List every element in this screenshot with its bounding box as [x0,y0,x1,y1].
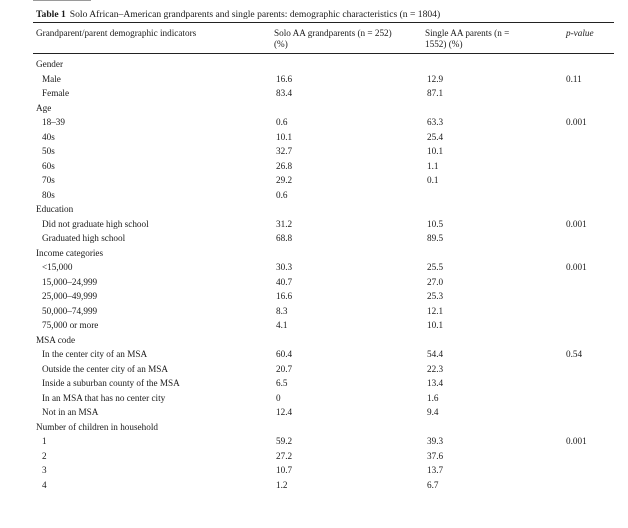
parent-value: 0.1 [427,175,439,185]
table-top-rule [33,22,614,23]
grandparent-value: 0.6 [276,117,288,127]
row-label: Did not graduate high school [42,218,149,229]
row-label: Female [42,88,70,98]
grandparent-value: 4.1 [276,320,288,330]
row-label: 40s [42,131,55,142]
row-label: Outside the center city of an MSA [42,363,169,374]
parent-value: 22.3 [427,363,444,374]
row-label: 75,000 or more [42,320,99,330]
parent-value: 1.6 [427,392,439,403]
grandparent-value: 0.6 [276,189,288,200]
parent-value: 37.6 [427,450,444,461]
row-label: Inside a suburban county of the MSA [42,378,180,388]
parent-value: 9.4 [427,407,439,417]
parent-value: 13.4 [427,378,444,388]
p-value: 0.001 [566,218,587,229]
column-header-p-value: p-value [566,28,594,38]
grandparent-value: 6.5 [276,378,288,388]
parent-value: 25.4 [427,131,444,142]
row-label: 15,000–24,999 [42,276,98,287]
grandparent-value: 30.3 [276,262,293,272]
p-value: 0.54 [566,349,583,359]
grandparent-value: 16.6 [276,291,293,301]
row-label: 3 [42,465,47,475]
p-value: 0.001 [566,262,587,272]
row-label: 4 [42,479,47,490]
grandparent-value: 1.2 [276,479,288,490]
parent-value: 10.1 [427,146,444,156]
grandparent-value: 27.2 [276,450,293,461]
category-label: Number of children in household [36,421,158,432]
grandparent-value: 10.7 [276,465,293,475]
column-header-grandparents: Solo AA grandparents (n = 252) (%) [274,28,392,49]
row-label: 80s [42,189,55,200]
parent-value: 89.5 [427,233,444,243]
grandparent-value: 26.8 [276,160,293,171]
table-caption: Table 1 Solo African–American grandparent… [36,9,440,20]
parent-value: 10.5 [427,218,444,229]
category-label: Age [36,102,52,113]
grandparent-value: 31.2 [276,218,293,229]
row-label: 1 [42,436,47,446]
parent-value: 87.1 [427,88,444,98]
row-label: In the center city of an MSA [42,349,148,359]
parent-value: 25.3 [427,291,444,301]
parent-value: 25.5 [427,262,444,272]
row-label: 2 [42,450,47,461]
parent-value: 63.3 [427,117,444,127]
row-label: 18–39 [42,117,65,127]
p-value: 0.001 [566,117,587,127]
row-label: <15,000 [42,262,73,272]
row-label: Not in an MSA [42,407,99,417]
row-label: Male [42,73,61,84]
table-title: Solo African–American grandparents and s… [69,9,441,20]
grandparent-value: 60.4 [276,349,293,359]
p-value: 0.001 [566,436,587,446]
row-label: 60s [42,160,55,171]
parent-value: 1.1 [427,160,439,171]
grandparent-value: 32.7 [276,146,293,156]
grandparent-value: 68.8 [276,233,293,243]
header-bottom-rule [33,53,614,54]
row-label: In an MSA that has no center city [42,392,166,403]
table-label: Table 1 [36,9,66,20]
column-header-parents: Single AA parents (n = 1552) (%) [425,28,510,49]
grandparent-value: 12.4 [276,407,293,417]
parent-value: 39.3 [427,436,444,446]
parent-value: 12.9 [427,73,444,84]
category-label: Gender [36,59,64,69]
grandparent-value: 40.7 [276,276,293,287]
grandparent-value: 8.3 [276,305,288,316]
category-label: MSA code [36,334,76,345]
parent-value: 6.7 [427,479,439,490]
p-value: 0.11 [566,73,582,84]
parent-value: 54.4 [427,349,444,359]
grandparent-value: 59.2 [276,436,293,446]
grandparent-value: 83.4 [276,88,293,98]
row-label: 70s [42,175,55,185]
row-label: Graduated high school [42,233,126,243]
row-label: 50s [42,146,55,156]
grandparent-value: 0 [276,392,281,403]
column-header-indicators: Grandparent/parent demographic indicator… [36,28,197,38]
parent-value: 13.7 [427,465,444,475]
grandparent-value: 20.7 [276,363,293,374]
parent-value: 10.1 [427,320,444,330]
grandparent-value: 16.6 [276,73,293,84]
grandparent-value: 29.2 [276,175,293,185]
row-label: 50,000–74,999 [42,305,98,316]
page-top-rule [33,0,91,1]
grandparent-value: 10.1 [276,131,293,142]
category-label: Income categories [36,247,104,258]
parent-value: 12.1 [427,305,444,316]
category-label: Education [36,204,74,214]
row-label: 25,000–49,999 [42,291,98,301]
parent-value: 27.0 [427,276,444,287]
